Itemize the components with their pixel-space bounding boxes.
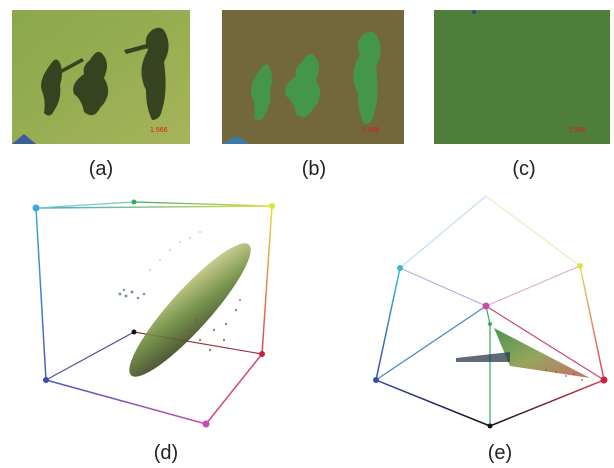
panel-b-caption: (b) xyxy=(301,158,327,180)
panel-b-image: 1.566 xyxy=(222,10,404,144)
panel-a-image: 1.566 xyxy=(12,10,190,144)
panel-e-rgb-cube xyxy=(360,182,614,432)
panel-c-caption: (c) xyxy=(512,158,536,180)
panel-a-stamp: 1.566 xyxy=(150,127,168,134)
panel-c-stamp: 1.566 xyxy=(568,127,586,134)
panel-e-caption: (e) xyxy=(487,442,513,464)
panel-b-stamp: 1.566 xyxy=(362,127,380,134)
panel-d-rgb-cube xyxy=(0,190,300,430)
panel-c-image: 1.566 xyxy=(434,10,610,144)
panel-a-caption: (a) xyxy=(88,158,114,180)
panel-d-caption: (d) xyxy=(153,442,179,464)
